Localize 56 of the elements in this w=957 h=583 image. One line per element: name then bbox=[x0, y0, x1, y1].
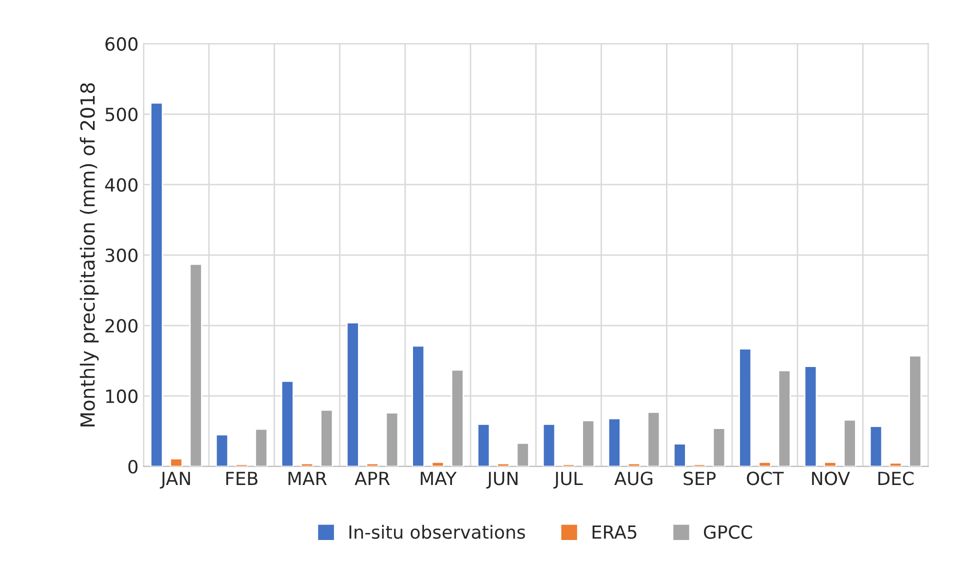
x-tick-label: MAY bbox=[420, 472, 457, 485]
x-tick-label: AUG bbox=[614, 472, 652, 486]
bar bbox=[320, 409, 334, 466]
bar bbox=[647, 411, 660, 466]
y-tick-label: 600 bbox=[105, 37, 138, 51]
y-axis-title: Monthly precipitation (mm) of 2018 bbox=[80, 83, 99, 426]
x-tick-label: FEB bbox=[226, 472, 258, 485]
bar bbox=[189, 264, 202, 466]
y-tick-label: 100 bbox=[106, 389, 138, 404]
bar bbox=[869, 426, 883, 466]
x-tick-label: NOV bbox=[812, 472, 850, 486]
bar bbox=[824, 461, 837, 466]
bar bbox=[542, 423, 556, 466]
bar bbox=[516, 442, 530, 466]
y-tick-label: 400 bbox=[105, 178, 138, 192]
x-tick-label: JUL bbox=[553, 472, 583, 489]
bar bbox=[804, 366, 818, 466]
bar bbox=[477, 423, 490, 466]
bar bbox=[582, 420, 595, 466]
bar bbox=[431, 461, 444, 466]
x-tick-label: JUN bbox=[486, 472, 518, 489]
bar bbox=[692, 464, 706, 466]
bar bbox=[412, 345, 425, 466]
bar bbox=[254, 428, 268, 466]
bar bbox=[673, 443, 686, 466]
x-tick-label: APR bbox=[354, 472, 390, 485]
bar bbox=[608, 418, 621, 466]
bar bbox=[843, 419, 856, 466]
x-tick-label: SEP bbox=[684, 472, 716, 486]
bar bbox=[496, 462, 510, 466]
y-tick-label: 200 bbox=[106, 318, 138, 333]
legend-label: ERA5 bbox=[592, 525, 636, 539]
x-tick-label: OCT bbox=[746, 472, 784, 486]
bar bbox=[908, 355, 922, 466]
legend-label: In-situ observations bbox=[349, 524, 525, 539]
bar bbox=[150, 102, 164, 466]
bar bbox=[385, 412, 399, 466]
bar bbox=[562, 464, 576, 466]
x-tick-label: JAN bbox=[160, 472, 190, 489]
bar bbox=[778, 370, 791, 466]
bar bbox=[280, 380, 294, 466]
bar bbox=[346, 322, 360, 466]
x-tick-label: MAR bbox=[288, 472, 327, 485]
bar bbox=[738, 348, 752, 466]
bar bbox=[712, 428, 726, 466]
x-tick-label: DEC bbox=[878, 472, 914, 486]
bar bbox=[889, 462, 902, 466]
y-tick-label: 0 bbox=[128, 460, 138, 474]
y-tick-label: 300 bbox=[106, 248, 138, 262]
bar bbox=[170, 458, 183, 466]
y-tick-label: 500 bbox=[106, 108, 138, 122]
legend-label: GPCC bbox=[704, 525, 752, 539]
bar bbox=[758, 461, 772, 466]
bar bbox=[450, 369, 464, 466]
bar bbox=[235, 464, 248, 466]
bar bbox=[215, 434, 229, 466]
